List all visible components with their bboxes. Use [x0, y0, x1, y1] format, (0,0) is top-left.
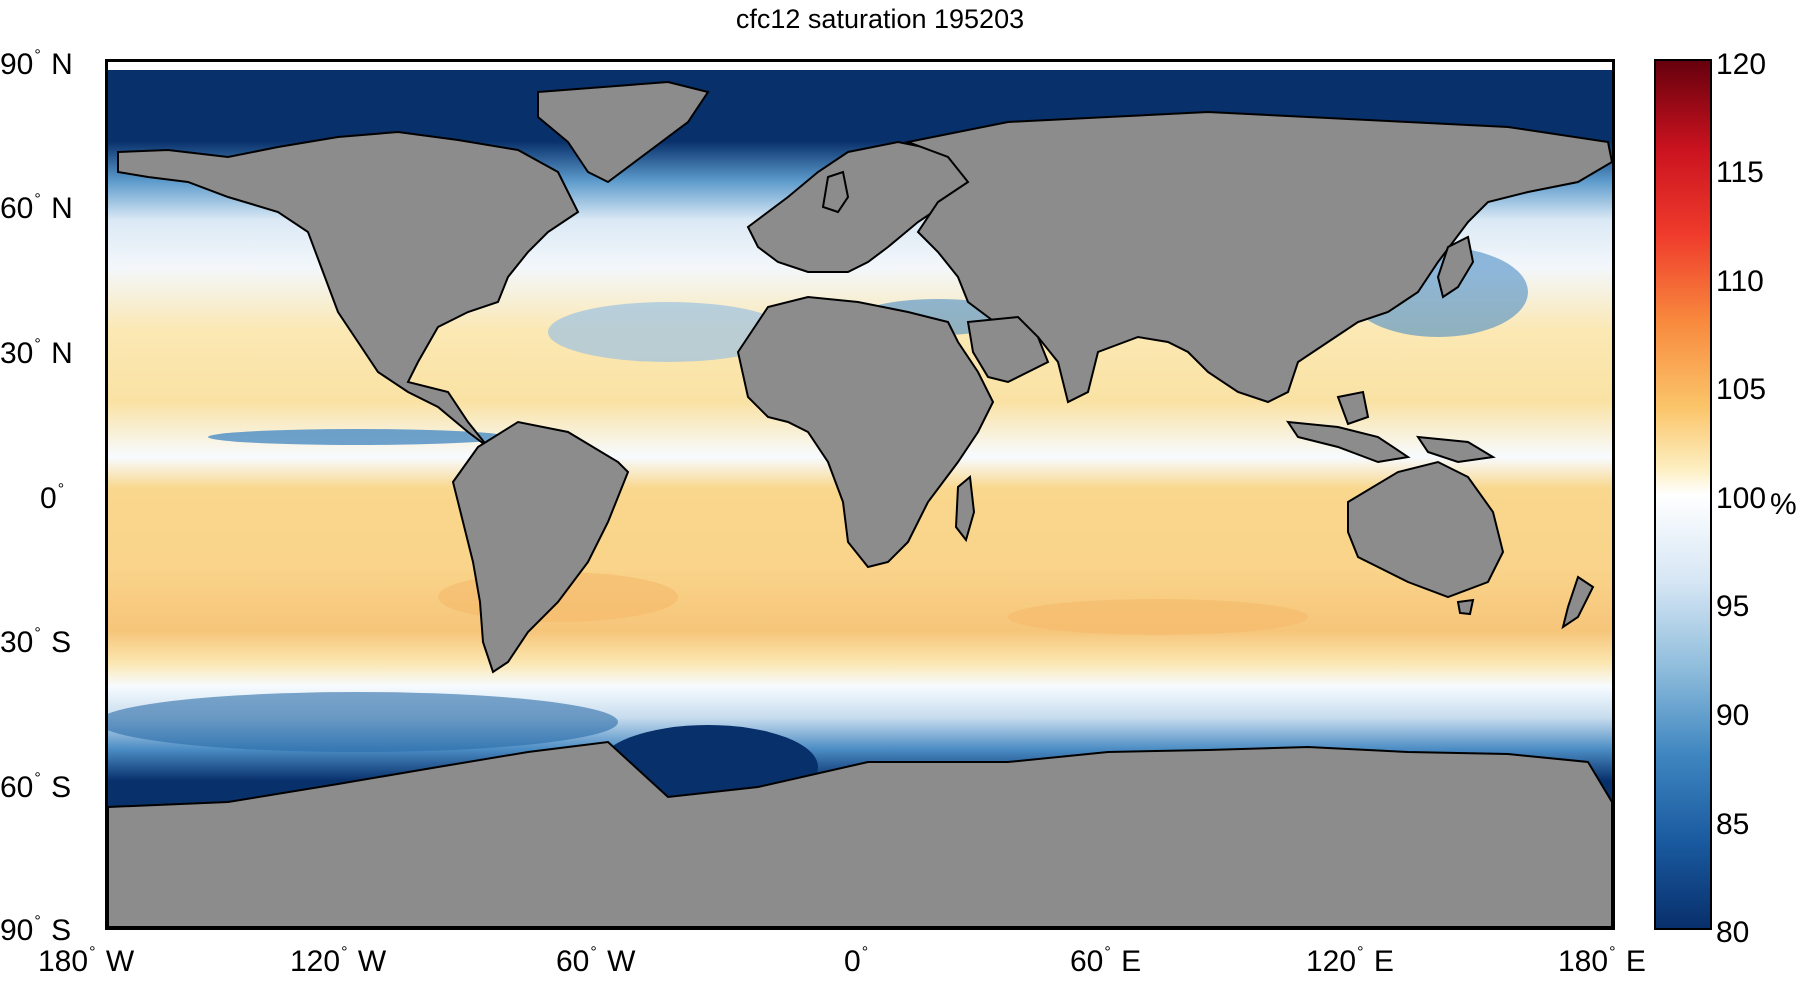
madagascar — [954, 475, 976, 543]
southern-ocean-low — [108, 692, 618, 752]
y-tick-30s: 30° S — [0, 625, 72, 659]
arabian-peninsula — [966, 315, 1050, 384]
x-tick-0: 0° — [844, 944, 869, 978]
australia — [1347, 460, 1505, 599]
antarctica — [108, 740, 1612, 927]
colorbar-gradient — [1656, 61, 1710, 928]
equatorial-pacific-low — [208, 429, 508, 445]
x-tick-120w: 120° W — [290, 944, 387, 978]
colorbar-label-85: 85 — [1716, 808, 1750, 841]
south-indian-high — [1008, 599, 1308, 635]
colorbar-label-80: 80 — [1716, 916, 1750, 949]
y-tick-60n: 60° N — [0, 191, 73, 225]
asia — [904, 110, 1612, 404]
y-tick-30n: 30° N — [0, 336, 73, 370]
colorbar-label-120: 120 — [1716, 48, 1767, 81]
colorbar-label-100: 100 — [1716, 482, 1767, 515]
map-title: cfc12 saturation 195203 — [735, 4, 1025, 34]
x-tick-60w: 60° W — [556, 944, 636, 978]
borneo — [1336, 390, 1370, 426]
colorbar — [1654, 59, 1712, 930]
new-zealand — [1561, 575, 1595, 630]
y-tick-90s: 90° S — [0, 913, 72, 947]
colorbar-unit: % — [1770, 488, 1797, 521]
saturation-map — [108, 62, 1612, 927]
colorbar-label-115: 115 — [1716, 156, 1764, 189]
x-tick-180w: 180° W — [38, 944, 135, 978]
south-america — [451, 420, 630, 674]
y-tick-0: 0° — [40, 481, 65, 515]
x-tick-180e: 180° E — [1558, 944, 1646, 978]
north-atlantic-low — [548, 302, 788, 362]
tasmania — [1456, 598, 1475, 616]
africa — [736, 295, 995, 569]
british-isles — [821, 170, 850, 214]
colorbar-label-95: 95 — [1716, 590, 1750, 623]
colorbar-label-105: 105 — [1716, 373, 1767, 406]
greenland — [537, 80, 710, 184]
japan — [1436, 235, 1475, 299]
map-plot-area — [105, 59, 1615, 930]
y-tick-60s: 60° S — [0, 770, 72, 804]
colorbar-label-110: 110 — [1716, 265, 1764, 298]
north-america — [117, 130, 580, 448]
indonesia — [1285, 420, 1411, 464]
colorbar-label-90: 90 — [1716, 699, 1750, 732]
x-tick-120e: 120° E — [1306, 944, 1394, 978]
new-guinea — [1415, 435, 1496, 464]
land-masses — [108, 80, 1612, 927]
x-tick-60e: 60° E — [1070, 944, 1142, 978]
y-tick-90n: 90° N — [0, 47, 73, 81]
